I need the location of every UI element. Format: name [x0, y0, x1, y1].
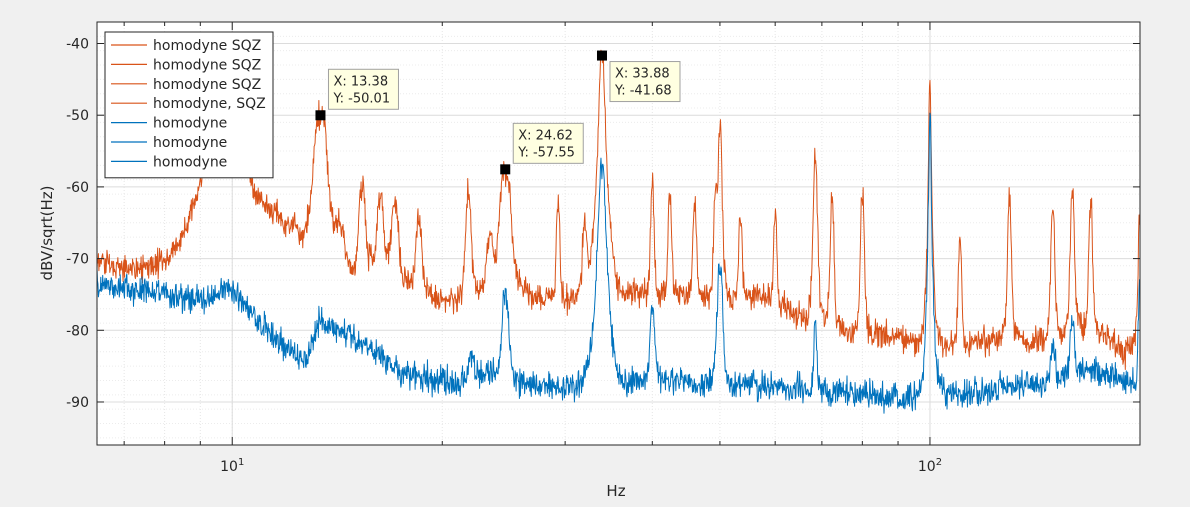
datatip[interactable]: X: 24.62 Y: -57.55	[500, 122, 584, 175]
datatip-y-label: Y: -57.55	[517, 145, 575, 160]
legend-box	[104, 31, 274, 179]
legend-entry[interactable]: homodyne	[111, 116, 227, 132]
datatip-marker[interactable]	[500, 164, 511, 175]
x-axis-label: Hz	[606, 482, 625, 500]
x-tick-label: 101	[220, 457, 244, 475]
legend-entry[interactable]: homodyne	[111, 135, 227, 151]
y-tick-label: -60	[66, 180, 89, 196]
datatip-marker[interactable]	[315, 110, 326, 121]
legend-entry[interactable]: homodyne, SQZ	[111, 96, 266, 112]
series-layer	[97, 49, 1140, 414]
y-tick-label: -80	[66, 323, 89, 339]
y-tick-label: -70	[66, 252, 89, 268]
y-tick-label: -40	[66, 37, 89, 53]
datatip[interactable]: X: 33.88 Y: -41.68	[596, 50, 681, 103]
legend-entry[interactable]: homodyne	[111, 154, 227, 170]
legend-label: homodyne	[153, 154, 227, 170]
datatip-x-label: X: 33.88	[615, 67, 670, 82]
datatips: X: 13.38 Y: -50.01 X: 24.62 Y: -57.55 X: 33.…	[315, 50, 681, 175]
series-line-sqz	[97, 49, 1140, 371]
legend-label: homodyne SQZ	[153, 38, 261, 54]
datatip-box	[609, 61, 681, 103]
x-tick-label: 102	[918, 457, 942, 475]
datatip-y-label: Y: -50.01	[332, 91, 390, 106]
y-axis-label: dBV/sqrt(Hz)	[38, 186, 56, 281]
plot-frame	[96, 21, 1141, 446]
series-line-homodyne	[97, 112, 1140, 414]
datatip[interactable]: X: 13.38 Y: -50.01	[315, 68, 399, 121]
datatip-x-label: X: 13.38	[333, 74, 388, 89]
axis-ticks	[97, 22, 1141, 445]
legend-label: homodyne, SQZ	[153, 96, 266, 112]
legend-label: homodyne SQZ	[153, 77, 261, 93]
legend[interactable]: homodyne SQZ homodyne SQZ homodyne SQZ homo…	[104, 31, 274, 179]
legend-label: homodyne	[153, 135, 227, 151]
datatip-box	[512, 122, 584, 164]
datatip-box	[327, 68, 399, 110]
legend-label: homodyne SQZ	[153, 57, 261, 73]
axis-tick-labels: -40 -50 -60 -70 -80 -90 101 102	[66, 37, 942, 475]
legend-entry[interactable]: homodyne SQZ	[111, 57, 261, 73]
datatip-x-label: X: 24.62	[518, 128, 573, 143]
legend-label: homodyne	[153, 116, 227, 132]
datatip-marker[interactable]	[596, 50, 607, 61]
y-tick-label: -90	[66, 395, 89, 411]
datatip-y-label: Y: -41.68	[614, 84, 672, 99]
legend-entry[interactable]: homodyne SQZ	[111, 38, 261, 54]
y-tick-label: -50	[66, 108, 89, 124]
legend-entry[interactable]: homodyne SQZ	[111, 77, 261, 93]
